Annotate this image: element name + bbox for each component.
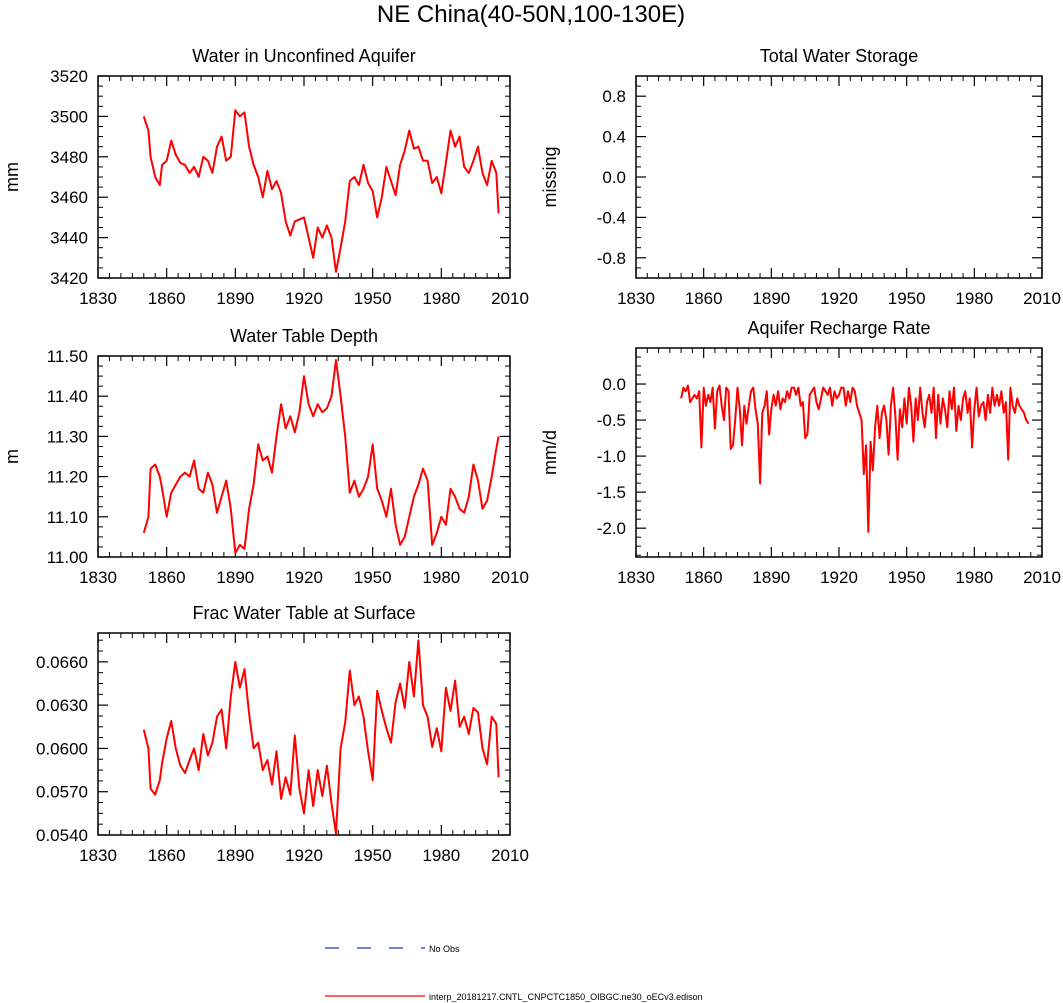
x-tick-label: 1920 bbox=[820, 289, 858, 308]
x-tick-label: 1860 bbox=[685, 568, 723, 587]
y-tick-label: 3460 bbox=[50, 188, 88, 207]
y-tick-label: 0.0660 bbox=[36, 653, 88, 672]
x-tick-label: 2010 bbox=[491, 289, 529, 308]
y-tick-label: -0.5 bbox=[597, 411, 626, 430]
y-tick-label: 0.0 bbox=[602, 168, 626, 187]
x-tick-label: 2010 bbox=[1023, 568, 1061, 587]
y-tick-label: 0.0540 bbox=[36, 826, 88, 845]
chart-panels: Water in Unconfined Aquifer mm 1830 1860 189… bbox=[2, 46, 1061, 865]
y-tick-label: -0.8 bbox=[597, 249, 626, 268]
x-tick-label: 1980 bbox=[422, 289, 460, 308]
x-tick-label: 1980 bbox=[955, 568, 993, 587]
y-tick-label: 3500 bbox=[50, 107, 88, 126]
x-tick-label: 1890 bbox=[752, 289, 790, 308]
y-tick-label: 0.4 bbox=[602, 128, 626, 147]
x-tick-label: 1980 bbox=[422, 846, 460, 865]
y-tick-label: 0.8 bbox=[602, 87, 626, 106]
chart-title: Frac Water Table at Surface bbox=[192, 603, 415, 623]
y-tick-label: 11.10 bbox=[47, 508, 88, 527]
x-tick-label: 1830 bbox=[79, 846, 117, 865]
y-tick-label: 0.0 bbox=[602, 375, 626, 394]
legend-model-label: interp_20181217.CNTL_CNPCTC1850_OIBGC.ne… bbox=[429, 992, 703, 1002]
plot-frame bbox=[635, 75, 1043, 279]
y-tick-label: 11.50 bbox=[47, 347, 88, 366]
x-tick-label: 1980 bbox=[422, 568, 460, 587]
plot-frame bbox=[635, 347, 1043, 558]
y-tick-label: -2.0 bbox=[597, 519, 626, 538]
y-axis-label: m bbox=[2, 449, 22, 464]
chart-frac-water-table-surface: Frac Water Table at Surface 1830 1860 1890 1… bbox=[36, 603, 529, 865]
series-line bbox=[142, 639, 500, 835]
y-tick-label: 0.0630 bbox=[36, 696, 88, 715]
chart-water-table-depth: Water Table Depth m 1830 1860 1890 1920 1950 19… bbox=[2, 326, 529, 587]
x-tick-label: 1980 bbox=[955, 289, 993, 308]
x-tick-label: 2010 bbox=[491, 846, 529, 865]
chart-title: Water in Unconfined Aquifer bbox=[192, 46, 415, 66]
x-tick-label: 1890 bbox=[216, 568, 254, 587]
x-tick-label: 1830 bbox=[79, 289, 117, 308]
x-tick-label: 1830 bbox=[617, 289, 655, 308]
x-tick-label: 1890 bbox=[216, 289, 254, 308]
y-tick-label: -0.4 bbox=[597, 208, 626, 227]
x-tick-label: 1830 bbox=[79, 568, 117, 587]
x-tick-label: 2010 bbox=[491, 568, 529, 587]
series-line bbox=[680, 384, 1030, 533]
y-tick-label: 3440 bbox=[50, 229, 88, 248]
x-tick-label: 1950 bbox=[354, 568, 392, 587]
chart-title: Aquifer Recharge Rate bbox=[747, 318, 930, 338]
y-tick-label: 3520 bbox=[50, 67, 88, 86]
x-tick-label: 1950 bbox=[888, 568, 926, 587]
y-tick-label: 11.20 bbox=[47, 468, 88, 487]
x-tick-label: 1860 bbox=[148, 846, 186, 865]
series-line bbox=[142, 359, 500, 554]
legend-no-obs-label: No Obs bbox=[429, 944, 460, 954]
y-tick-label: 0.0570 bbox=[36, 783, 88, 802]
y-tick-label: 0.0600 bbox=[36, 739, 88, 758]
y-tick-label: 3480 bbox=[50, 148, 88, 167]
y-tick-label: -1.0 bbox=[597, 447, 626, 466]
y-tick-label: 11.30 bbox=[47, 427, 88, 446]
x-tick-label: 1920 bbox=[285, 846, 323, 865]
y-axis-label: mm/d bbox=[540, 430, 560, 475]
x-tick-label: 1920 bbox=[285, 289, 323, 308]
x-tick-label: 1950 bbox=[354, 289, 392, 308]
y-tick-label: 3420 bbox=[50, 269, 88, 288]
chart-total-water-storage: Total Water Storage missing 1830 1860 1890 19… bbox=[540, 46, 1061, 308]
y-tick-label: -1.5 bbox=[597, 483, 626, 502]
series-line bbox=[142, 109, 500, 273]
x-tick-label: 1950 bbox=[354, 846, 392, 865]
y-axis-label: mm bbox=[2, 162, 22, 192]
x-tick-label: 1830 bbox=[617, 568, 655, 587]
x-tick-label: 1920 bbox=[820, 568, 858, 587]
y-tick-label: 11.40 bbox=[47, 387, 88, 406]
x-tick-label: 1950 bbox=[888, 289, 926, 308]
y-axis-label: missing bbox=[540, 146, 560, 207]
figure-title: NE China(40-50N,100-130E) bbox=[377, 1, 685, 28]
x-tick-label: 1860 bbox=[148, 289, 186, 308]
y-tick-label: 11.00 bbox=[47, 548, 88, 567]
plot-frame bbox=[97, 355, 511, 558]
chart-title: Total Water Storage bbox=[760, 46, 918, 66]
x-tick-label: 1860 bbox=[685, 289, 723, 308]
x-tick-label: 1920 bbox=[285, 568, 323, 587]
x-tick-label: 1860 bbox=[148, 568, 186, 587]
chart-water-unconfined-aquifer: Water in Unconfined Aquifer mm 1830 1860 189… bbox=[2, 46, 529, 308]
x-tick-label: 1890 bbox=[752, 568, 790, 587]
x-tick-label: 1890 bbox=[216, 846, 254, 865]
legend: No Obs interp_20181217.CNTL_CNPCTC1850_O… bbox=[325, 944, 703, 1002]
chart-title: Water Table Depth bbox=[230, 326, 378, 346]
chart-aquifer-recharge-rate: Aquifer Recharge Rate mm/d 1830 1860 1890 192… bbox=[540, 318, 1061, 587]
x-tick-label: 2010 bbox=[1023, 289, 1061, 308]
